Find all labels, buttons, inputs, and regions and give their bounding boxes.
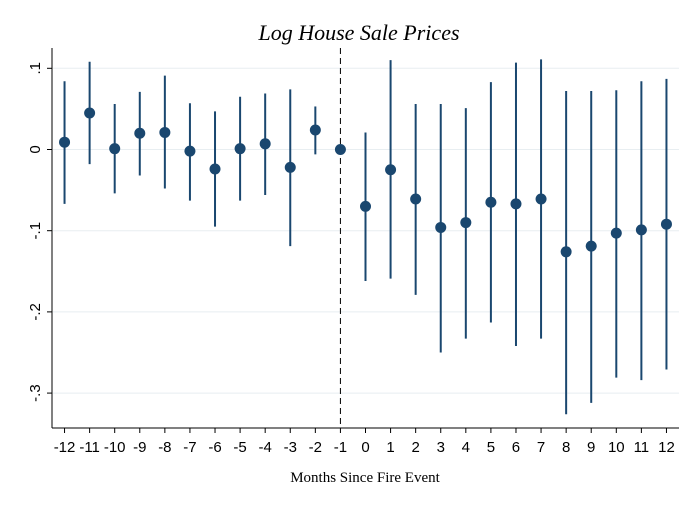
point-estimate	[410, 193, 422, 205]
point-estimate	[284, 161, 296, 173]
point-estimate	[360, 200, 371, 212]
confidence-intervals	[63, 59, 668, 415]
x-tick-label: 5	[487, 439, 495, 456]
y-ticks: .1 0 -.1 -.2 -.3	[27, 62, 52, 402]
x-tick-label: -1	[334, 439, 347, 456]
x-tick-label: -12	[54, 439, 76, 456]
x-tick-label: 11	[634, 439, 650, 456]
point-estimate	[660, 218, 672, 230]
x-ticks: -12 -11 -10 -9 -8 -7 -6 -5 -4 -3 -2 -1 0 1 2 3 4 5 6 7 8 9 10 1…	[54, 428, 675, 456]
x-tick-label: 9	[587, 439, 595, 456]
point-estimate	[109, 143, 121, 155]
chart-title: Log House Sale Prices	[257, 20, 459, 45]
point-estimate	[84, 107, 96, 119]
point-estimates	[59, 107, 672, 258]
x-tick-label: -9	[133, 439, 146, 456]
x-tick-label: -4	[259, 439, 272, 456]
x-tick-label: -7	[183, 439, 196, 456]
point-estimate	[435, 221, 447, 233]
point-estimate	[259, 138, 271, 150]
point-estimate	[184, 145, 196, 157]
x-tick-label: 0	[361, 439, 369, 456]
point-estimate	[535, 193, 547, 205]
point-estimate	[209, 163, 221, 175]
point-estimate	[585, 240, 597, 252]
x-tick-label: -11	[79, 439, 100, 456]
point-estimate	[610, 227, 622, 239]
point-estimate	[334, 143, 346, 155]
x-tick-label: 10	[608, 439, 625, 456]
y-tick-label: -.1	[27, 222, 44, 240]
x-tick-label: 2	[411, 439, 419, 456]
x-tick-label: -8	[158, 439, 171, 456]
point-estimate	[385, 164, 397, 176]
point-estimate	[59, 136, 71, 148]
x-tick-label: -6	[208, 439, 221, 456]
x-tick-label: -3	[284, 439, 297, 456]
y-tick-label: 0	[27, 145, 44, 153]
y-tick-label: -.2	[27, 303, 44, 321]
x-tick-label: 6	[512, 439, 520, 456]
x-tick-label: 4	[462, 439, 470, 456]
x-tick-label: -2	[309, 439, 322, 456]
x-tick-label: 8	[562, 439, 570, 456]
x-tick-label: 7	[537, 439, 545, 456]
point-estimate	[134, 127, 146, 139]
x-tick-label: -10	[104, 439, 126, 456]
point-estimate	[159, 126, 171, 138]
point-estimate	[234, 143, 246, 155]
x-axis-label: Months Since Fire Event	[290, 470, 440, 486]
point-estimate	[485, 196, 497, 208]
point-estimate	[309, 124, 321, 136]
x-tick-label: 3	[437, 439, 445, 456]
x-tick-label: 12	[658, 439, 675, 456]
y-tick-label: -.3	[27, 384, 44, 402]
x-tick-label: -5	[233, 439, 246, 456]
point-estimate	[510, 198, 522, 210]
point-estimate	[635, 224, 647, 236]
y-tick-label: .1	[27, 62, 44, 75]
point-estimate	[460, 217, 472, 229]
x-tick-label: 1	[386, 439, 394, 456]
point-estimate	[560, 246, 572, 258]
